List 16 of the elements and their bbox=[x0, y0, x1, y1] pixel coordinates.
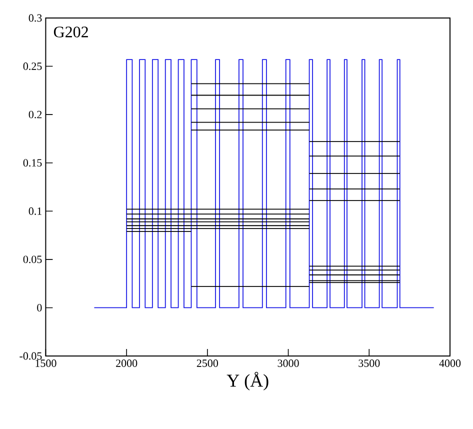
y-tick-label: 0.15 bbox=[23, 159, 42, 167]
x-axis-title: Y (Å) bbox=[226, 372, 268, 390]
y-tick-label: 0.2 bbox=[28, 110, 42, 118]
x-tick-label: 2000 bbox=[116, 360, 138, 367]
y-tick-label: -0.05 bbox=[20, 352, 42, 360]
x-tick-label: 3000 bbox=[278, 360, 299, 367]
y-tick-label: 0.25 bbox=[23, 62, 42, 70]
x-tick-label: 3500 bbox=[358, 360, 380, 367]
x-tick-label: 2500 bbox=[196, 360, 218, 367]
y-tick-label: 0.1 bbox=[28, 207, 42, 215]
y-tick-label: 0.3 bbox=[28, 14, 42, 22]
x-tick-label: 1500 bbox=[36, 360, 56, 367]
chart-title: G202 bbox=[54, 26, 88, 38]
x-tick-label: 4000 bbox=[439, 360, 461, 367]
y-tick-label: 0.05 bbox=[23, 256, 42, 264]
y-tick-label: 0 bbox=[37, 304, 42, 312]
